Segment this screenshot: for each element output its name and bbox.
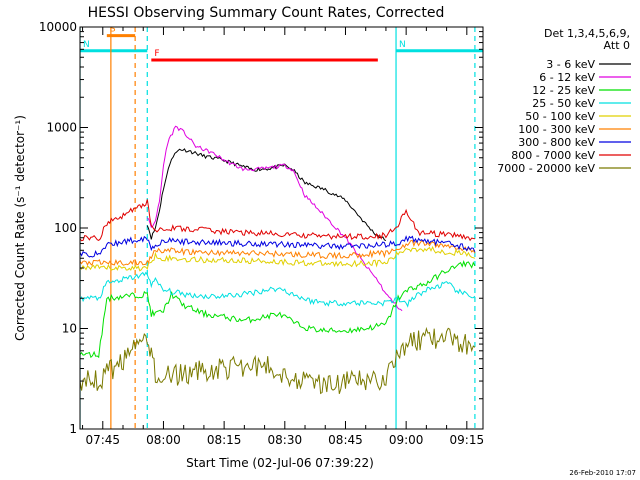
x-tick-label: 08:00 — [146, 433, 181, 447]
legend-label: 7000 - 20000 keV — [497, 162, 595, 175]
x-tick-label: 08:30 — [268, 433, 303, 447]
y-tick-label: 10 — [62, 322, 77, 336]
series-3-6-kev — [146, 148, 387, 242]
series-6-12-kev — [146, 125, 403, 312]
x-tick-label: 07:45 — [85, 433, 120, 447]
y-axis-label: Corrected Count Rate (s⁻¹ detector⁻¹) — [13, 115, 27, 341]
series-7000-20000-kev — [80, 326, 476, 395]
series-300-800-kev — [80, 235, 476, 258]
legend-label: 50 - 100 keV — [525, 110, 595, 123]
y-tick-label: 100 — [54, 221, 77, 235]
observing-flags: S N N F — [80, 25, 483, 62]
x-tick-label: 08:15 — [207, 433, 242, 447]
y-tick-label: 10000 — [39, 20, 77, 34]
legend-label: 6 - 12 keV — [539, 71, 595, 84]
series-25-50-kev — [80, 271, 476, 308]
flag-label-n: N — [399, 40, 406, 50]
series-100-300-kev — [80, 239, 476, 267]
x-tick-label: 08:45 — [328, 433, 363, 447]
legend-label: 800 - 7000 keV — [511, 149, 595, 162]
legend-label: 3 - 6 keV — [546, 58, 595, 71]
y-tick-label: 1000 — [46, 121, 77, 135]
legend-label: 100 - 300 keV — [518, 123, 595, 136]
series-12-25-kev — [80, 260, 476, 359]
legend-label: 12 - 25 keV — [532, 84, 595, 97]
legend-label: 25 - 50 keV — [532, 97, 595, 110]
legend-title: Att 0 — [604, 39, 630, 52]
legend-label: 300 - 800 keV — [518, 136, 595, 149]
series-800-7000-kev — [80, 199, 475, 242]
flag-label-n: N — [83, 40, 90, 50]
x-axis-label: Start Time (02-Jul-06 07:39:22) — [186, 456, 374, 470]
series-lines — [80, 125, 476, 395]
flag-label-s: S — [110, 25, 116, 35]
x-tick-label: 09:00 — [389, 433, 424, 447]
vertical-markers — [80, 27, 476, 429]
axes: 1 10 100 1000 10000 07:45 08:00 08:15 08:30 08:45… — [39, 20, 484, 447]
flag-label-f: F — [154, 49, 159, 59]
series-50-100-kev — [80, 245, 476, 272]
plot-frame — [79, 26, 484, 430]
x-tick-label: 09:15 — [450, 433, 485, 447]
chart-title: HESSI Observing Summary Count Rates, Cor… — [88, 5, 445, 21]
legend-title: Det 1,3,4,5,6,9, — [544, 27, 630, 40]
y-tick-label: 1 — [69, 422, 77, 436]
footer-timestamp: 26-Feb-2010 17:07 — [569, 469, 636, 477]
